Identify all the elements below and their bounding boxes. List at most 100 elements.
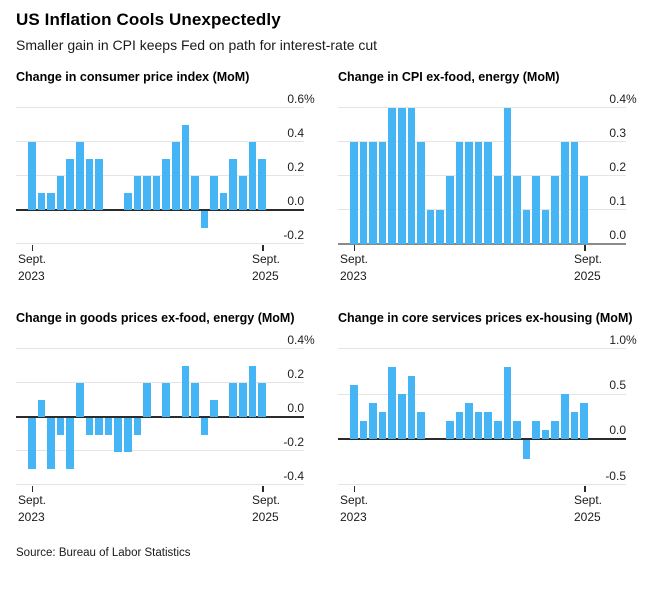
bar [181, 124, 190, 210]
bar-slot [417, 108, 425, 244]
x-axis-label-line: 2025 [251, 268, 279, 283]
bar [359, 421, 368, 440]
x-axis-label-end: Sept. 2025 [252, 492, 280, 526]
bar-slot [239, 349, 247, 485]
bar [239, 382, 247, 417]
plot-area: 0.4% 0.2 0.0 -0.2 -0.4 [16, 334, 315, 492]
bar [513, 175, 521, 244]
bar-slot [28, 349, 36, 492]
bar [200, 417, 209, 435]
bar-slot [191, 349, 199, 485]
bar-slot [248, 349, 257, 485]
gridline [338, 484, 626, 486]
bar [503, 107, 512, 244]
bar [493, 421, 502, 440]
bar-slot [210, 108, 218, 244]
bar-slot [47, 349, 55, 485]
bar-slot [551, 349, 560, 485]
bars-region [350, 349, 588, 492]
x-axis-label-line: Sept. [340, 492, 369, 507]
y-axis-label: 0.4 [287, 125, 304, 140]
x-axis-labels: Sept. 2023 Sept. 2025 [16, 244, 312, 286]
x-axis-label-end: Sept. 2025 [252, 251, 280, 285]
bar-slot [561, 349, 569, 485]
bar-slot [114, 108, 122, 244]
bar-slot [532, 349, 540, 485]
bar-slot [258, 108, 266, 251]
bar [47, 192, 55, 210]
bar [210, 175, 218, 210]
bar-slot [407, 107, 416, 244]
bar-slot [210, 349, 218, 485]
bar [162, 382, 170, 417]
bar [580, 175, 588, 244]
bar-slot [369, 349, 377, 485]
bars-region [28, 349, 266, 492]
bar-slot [350, 108, 358, 251]
bar [541, 430, 550, 440]
x-axis-label-end: Sept. 2025 [574, 251, 602, 285]
x-axis-labels: Sept. 2023 Sept. 2025 [338, 244, 634, 286]
page-subtitle: Smaller gain in CPI keeps Fed on path fo… [16, 37, 378, 53]
bar-slot [219, 108, 228, 244]
bar [532, 175, 540, 244]
bar [455, 141, 464, 244]
bar-slot [455, 349, 464, 485]
bar-slot [493, 108, 502, 244]
bar-slot [580, 108, 588, 251]
gridline [16, 348, 304, 350]
bar-slot [455, 108, 464, 244]
x-axis-label-line: 2025 [251, 509, 279, 524]
bar [37, 399, 46, 417]
zero-line [338, 242, 626, 245]
bar [436, 209, 444, 244]
bar-slot [162, 349, 170, 485]
bar [388, 366, 396, 440]
x-axis-label-start: Sept. 2023 [18, 492, 46, 526]
x-axis-label-line: Sept. [251, 251, 280, 266]
y-axis-label: 0.1 [609, 193, 626, 208]
x-axis-label-line: 2023 [18, 509, 45, 524]
x-axis-label-line: Sept. [340, 251, 369, 266]
bar-slot [522, 349, 531, 485]
bar-slot [143, 108, 151, 244]
bar [493, 175, 502, 244]
bar [350, 141, 358, 244]
bar [541, 209, 550, 244]
bar [561, 141, 569, 244]
bar-slot [95, 108, 103, 244]
bar-slot [123, 349, 132, 485]
gridline [16, 382, 304, 384]
bar [570, 141, 579, 244]
gridline [338, 107, 626, 109]
y-axis-label: -0.2 [283, 434, 304, 449]
bar-slot [445, 108, 454, 244]
bar-slot [37, 108, 46, 244]
bar [426, 209, 435, 244]
bar [143, 175, 151, 210]
bar [152, 175, 161, 210]
bar [47, 417, 55, 469]
chart-title: Change in consumer price index (MoM) [16, 70, 250, 84]
axis-tick [353, 485, 356, 492]
bar [561, 394, 569, 440]
bar-slot [465, 349, 473, 485]
axis-tick [31, 485, 34, 492]
plot-area: 0.4% 0.3 0.2 0.1 0.0 [338, 93, 637, 251]
chart-panel-cpi: Change in consumer price index (MoM) 0.6%… [16, 69, 315, 286]
bar [474, 141, 483, 244]
bar-slot [37, 349, 46, 485]
y-axis-label: 0.0 [287, 400, 304, 415]
x-axis-label-start: Sept. 2023 [18, 251, 46, 285]
percent-sign: % [304, 332, 315, 347]
bar [56, 175, 65, 210]
bar [171, 141, 180, 210]
source-note: Source: Bureau of Labor Statistics [16, 546, 191, 559]
bar-slot [28, 108, 36, 251]
bar-slot [75, 349, 84, 485]
bar [200, 210, 209, 228]
bar-slot [388, 349, 396, 485]
bar-slot [200, 108, 209, 244]
bar [229, 158, 238, 210]
bar [417, 412, 425, 440]
